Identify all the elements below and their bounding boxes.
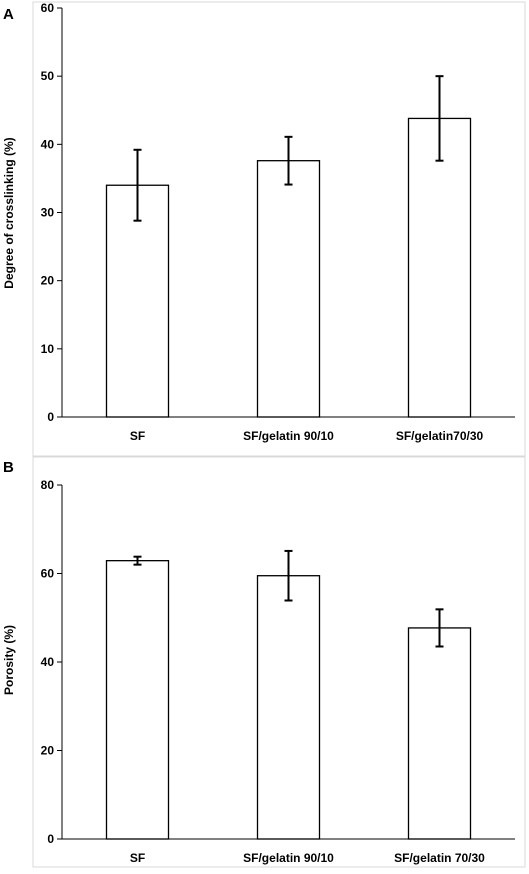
panel-a-category-label: SF/gelatin70/30 [396, 429, 484, 443]
panel-a-letter: A [3, 6, 14, 23]
panel-a-y-tick-label: 0 [47, 410, 54, 424]
panel-b-category-label: SF [130, 851, 145, 865]
panel-b-bar [407, 627, 472, 840]
panel-b-y-axis-label: Porosity (%) [2, 625, 16, 695]
panel-a-bar [105, 184, 170, 418]
panel-a-bar [407, 117, 472, 418]
panel-a: A Degree of crosslinking (%) 0 10 20 30 40 50… [2, 1, 526, 457]
panel-a-border [32, 1, 526, 457]
panel-b-y-tick-label: 0 [47, 832, 54, 846]
panel-a-y-axis-label: Degree of crosslinking (%) [2, 137, 16, 288]
panel-b-border [32, 456, 526, 868]
panel-a-y-tick-label: 60 [41, 1, 55, 15]
panel-b-bar [256, 575, 321, 840]
panel-b-category-label: SF/gelatin 90/10 [243, 851, 334, 865]
panel-b-y-tick-label: 80 [41, 478, 55, 492]
panel-b-y-tick-label: 20 [41, 744, 55, 758]
panel-a-y-tick-label: 30 [41, 206, 55, 220]
panel-a-bar [256, 160, 321, 418]
panel-a-y-tick-label: 40 [41, 137, 55, 151]
panel-b: B Porosity (%) 0 20 40 60 80 SF SF/gelatin 90/… [2, 456, 526, 868]
panel-b-y-tick-label: 40 [41, 655, 55, 669]
panel-b-letter: B [3, 459, 14, 476]
panel-a-category-label: SF/gelatin 90/10 [243, 429, 334, 443]
panel-a-y-tick-label: 50 [41, 69, 55, 83]
panel-a-y-tick-label: 10 [41, 342, 55, 356]
panel-b-category-label: SF/gelatin 70/30 [394, 851, 485, 865]
panel-b-bar [105, 560, 170, 840]
panel-b-plot: 0 20 40 60 80 SF SF/gelatin 90/10 SF/gelatin 70… [41, 478, 515, 865]
panel-a-plot: 0 10 20 30 40 50 60 SF SF/gelatin 90/10 SF/gelati… [41, 1, 515, 443]
panel-a-y-tick-label: 20 [41, 274, 55, 288]
panel-a-category-label: SF [130, 429, 145, 443]
panel-b-y-tick-label: 60 [41, 567, 55, 581]
